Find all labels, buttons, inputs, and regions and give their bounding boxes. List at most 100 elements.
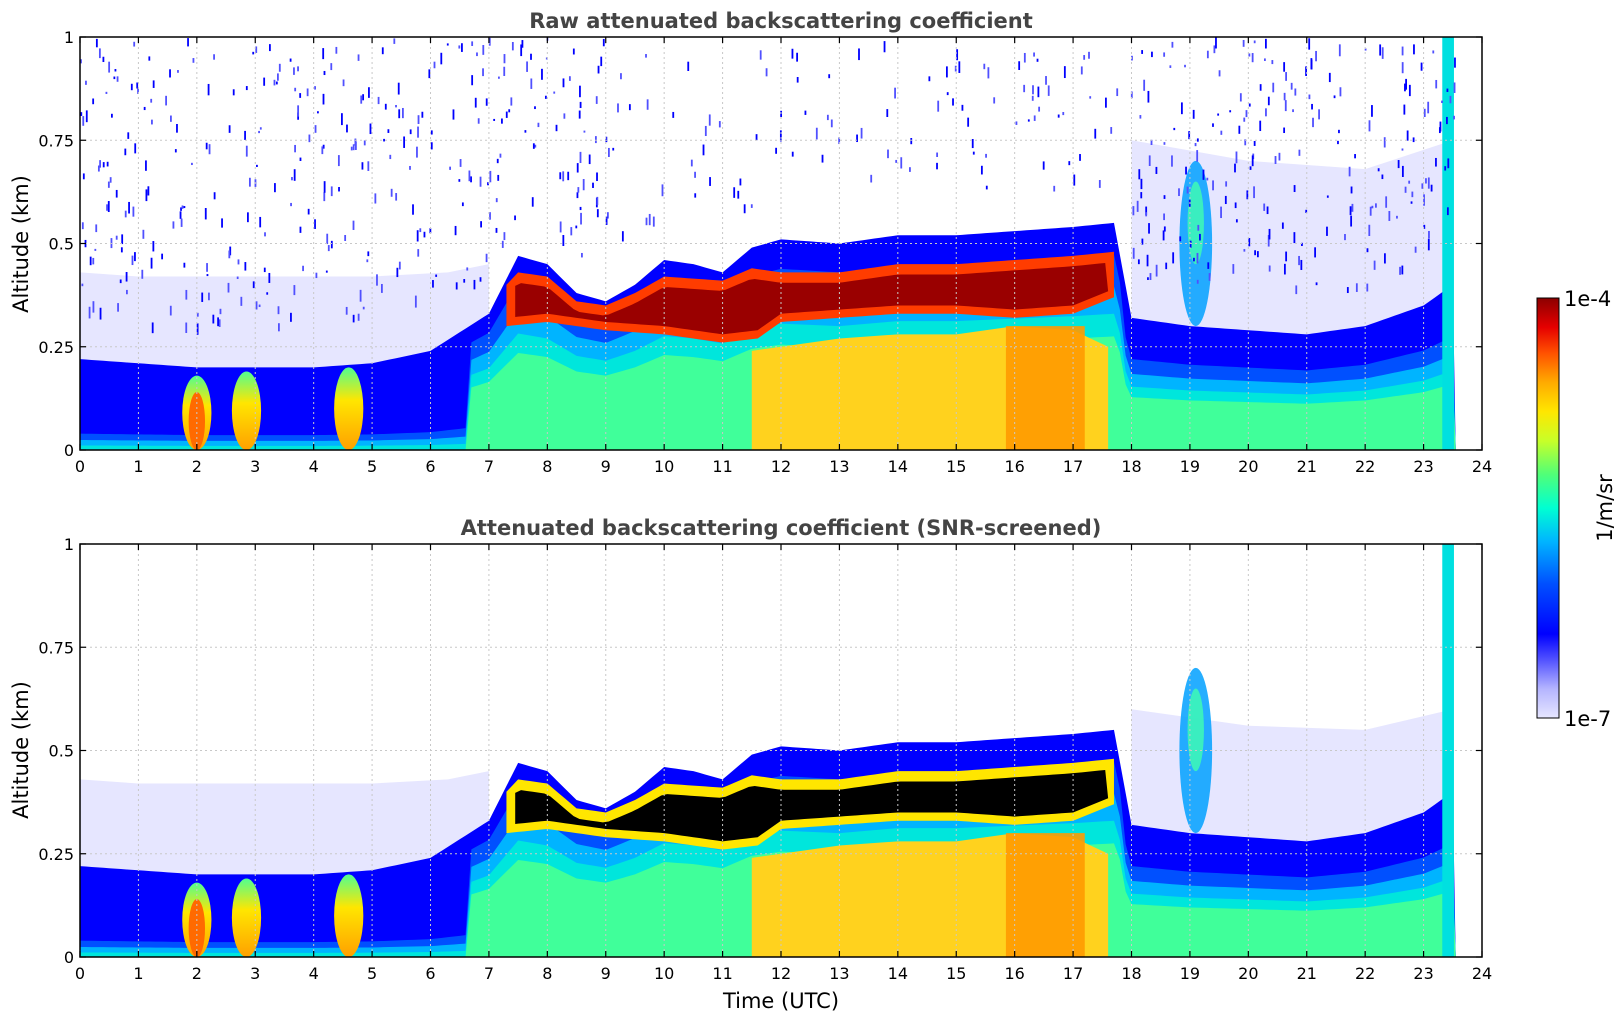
noise-speckle [1256,251,1259,258]
x-tick-label: 11 [712,457,732,476]
noise-speckle [277,73,279,81]
noise-speckle [307,208,310,215]
noise-speckle [1405,78,1407,90]
noise-speckle [258,304,261,308]
noise-speckle [830,119,833,128]
noise-speckle [1295,285,1298,295]
noise-speckle [858,48,860,61]
noise-speckle [416,146,418,158]
noise-speckle [505,111,508,118]
noise-speckle [268,44,271,52]
noise-speckle [580,212,582,225]
noise-speckle [274,183,276,193]
noise-speckle [92,257,95,265]
noise-speckle [384,103,387,110]
noise-speckle [596,196,599,205]
noise-speckle [389,154,392,160]
x-tick-label: 12 [771,964,791,983]
noise-speckle [395,104,397,108]
y-tick-label: 0.5 [49,742,74,761]
noise-speckle [577,187,580,193]
noise-speckle [205,142,208,150]
noise-speckle [98,48,101,59]
noise-speckle [120,247,123,253]
noise-speckle [206,274,209,277]
x-tick-label: 0 [75,457,85,476]
noise-speckle [151,322,154,334]
noise-speckle [1298,149,1301,156]
noise-speckle [1283,92,1286,101]
noise-speckle [1163,195,1166,199]
noise-speckle [1132,206,1135,216]
noise-speckle [417,249,420,257]
noise-speckle [1423,194,1425,206]
colorbar: 1e-4 1e-7 1/m/sr [1536,287,1617,731]
noise-speckle [488,37,491,46]
noise-speckle [1423,108,1426,118]
noise-speckle [1346,287,1349,294]
noise-speckle [273,79,276,86]
noise-speckle [248,177,251,187]
noise-speckle [576,192,579,199]
noise-speckle [694,193,697,198]
noise-speckle [983,63,986,70]
noise-speckle [1446,116,1448,125]
noise-speckle [1435,79,1438,89]
noise-speckle [1217,113,1220,116]
noise-speckle [579,101,582,109]
noise-speckle [315,272,318,279]
noise-speckle [290,202,292,207]
noise-speckle [1243,249,1246,252]
noise-speckle [485,98,488,106]
noise-speckle [213,54,215,60]
noise-speckle [1253,40,1256,44]
noise-speckle [362,306,365,310]
noise-speckle [133,41,136,47]
noise-speckle [277,306,280,315]
noise-speckle [174,149,177,153]
noise-speckle [259,127,262,130]
noise-speckle [1446,88,1449,93]
noise-speckle [645,54,647,58]
noise-speckle [946,92,949,96]
noise-speckle [266,292,269,295]
noise-speckle [255,46,258,53]
noise-speckle [828,74,831,79]
noise-speckle [354,141,357,150]
x-tick-label: 6 [425,457,435,476]
x-tick-label: 23 [1413,964,1433,983]
noise-speckle [791,48,794,59]
noise-speckle [429,228,432,234]
noise-speckle [605,136,608,143]
noise-speckle [1235,151,1238,164]
noise-speckle [487,182,489,186]
noise-speckle [1163,213,1165,221]
noise-speckle [1264,38,1267,49]
noise-speckle [259,216,262,228]
noise-speckle [1079,154,1081,161]
noise-speckle [1381,174,1384,180]
noise-speckle [1148,155,1151,166]
noise-speckle [497,174,500,181]
noise-speckle [1284,100,1287,112]
noise-speckle [883,41,886,53]
noise-speckle [446,43,449,46]
noise-speckle [1371,105,1373,117]
noise-speckle [1371,205,1374,209]
noise-speckle [228,250,231,259]
noise-speckle [1308,94,1311,100]
noise-speckle [121,234,124,245]
noise-speckle [245,145,248,157]
noise-speckle [1379,44,1382,56]
noise-speckle [1253,140,1256,146]
panel-screened-ylabel: Altitude (km) [9,681,33,819]
noise-speckle [221,218,223,228]
noise-speckle [1057,114,1060,118]
noise-speckle [750,204,753,208]
noise-speckle [928,76,931,82]
noise-speckle [330,240,333,249]
noise-speckle [821,154,824,163]
noise-speckle [361,162,364,170]
noise-speckle [192,58,195,63]
noise-speckle [526,61,528,72]
